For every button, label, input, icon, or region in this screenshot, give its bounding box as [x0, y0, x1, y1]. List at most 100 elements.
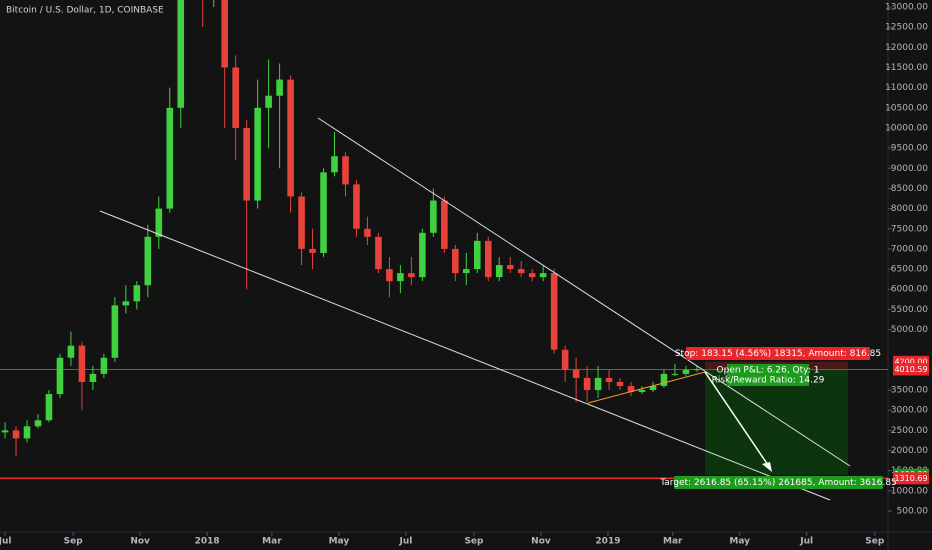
candle-body	[122, 301, 130, 306]
x-tick-label: 2019	[595, 537, 620, 547]
candle-body	[78, 345, 86, 382]
candle-body	[287, 79, 294, 197]
candle-body	[265, 95, 272, 108]
stop-label: Stop: 183.15 (4.56%) 18315, Amount: 816.…	[675, 349, 881, 359]
candle-body	[89, 373, 97, 382]
y-tick-label: 500.00	[897, 506, 929, 516]
x-tick-label: Mar	[663, 537, 683, 547]
candle-body	[594, 377, 602, 391]
candle-body	[638, 390, 646, 393]
candle-body	[144, 236, 152, 286]
candle-body	[34, 420, 42, 427]
candle-body	[462, 269, 470, 274]
y-tick-label: 5500.00	[891, 305, 928, 315]
candle-body	[484, 240, 492, 278]
y-tick-label: 12000.00	[885, 43, 928, 53]
candle-body	[342, 156, 349, 185]
candle-body	[408, 273, 415, 278]
y-tick-label: 2000.00	[891, 446, 928, 456]
candle-body	[155, 208, 163, 237]
candle-body	[473, 240, 481, 270]
candle-body	[23, 426, 31, 439]
x-tick-label: Sep	[64, 537, 84, 547]
y-tick-label: 8000.00	[891, 204, 928, 214]
candle-body	[364, 228, 371, 237]
candle-body	[506, 265, 514, 270]
candle-body	[353, 184, 360, 229]
x-tick-label: Nov	[531, 537, 551, 547]
candle-body	[12, 430, 20, 439]
candle-body	[276, 79, 283, 96]
candle-body	[693, 369, 701, 371]
y-tick-label: 10000.00	[885, 123, 928, 133]
candle-body	[298, 196, 305, 249]
trend-line	[317, 117, 851, 467]
y-tick-label: 11500.00	[885, 63, 928, 73]
candle-body	[583, 377, 591, 391]
candle-body	[430, 200, 437, 233]
x-tick-label: Jul	[799, 537, 813, 547]
candle-body	[528, 273, 536, 278]
candle-body	[133, 285, 141, 302]
candle-body	[682, 369, 690, 374]
candle-body	[605, 377, 613, 382]
x-tick-label: Jul	[398, 537, 412, 547]
candle-body	[232, 67, 239, 128]
y-tick-label: 9000.00	[891, 164, 928, 174]
candle-body	[386, 269, 393, 282]
y-tick-label: 6000.00	[891, 285, 928, 295]
y-tick-label: 2500.00	[891, 426, 928, 436]
candle-body	[561, 349, 569, 370]
y-tick-label: 11000.00	[885, 83, 928, 93]
candle-body	[111, 305, 119, 358]
candle-body	[320, 172, 327, 253]
x-tick-label: Sep	[464, 537, 484, 547]
candle-body	[441, 200, 448, 249]
pnl-box	[727, 364, 809, 386]
candle-body	[616, 381, 624, 387]
price-tag	[893, 472, 929, 485]
arrow-head	[762, 462, 772, 472]
y-tick-label: 13000.00	[885, 3, 928, 13]
candle-body	[539, 273, 547, 278]
target-label-box	[674, 476, 883, 489]
y-tick-label: 9500.00	[891, 144, 928, 154]
y-tick-label: 3500.00	[891, 386, 928, 396]
candle-body	[309, 248, 316, 253]
price-tag-label: 4010.59	[894, 365, 927, 374]
y-tick-label: 12500.00	[885, 23, 928, 33]
trend-line	[587, 371, 706, 404]
candle-body	[375, 236, 382, 270]
candle-body	[254, 107, 261, 201]
pnl-label: Open P&L: 6.26, Qty: 1	[717, 366, 820, 376]
candle-body	[671, 373, 679, 375]
x-tick-label: Sep	[865, 537, 885, 547]
x-tick-label: May	[729, 537, 750, 547]
y-tick-label: 10500.00	[885, 103, 928, 113]
y-tick-label: 7000.00	[891, 244, 928, 254]
y-tick-label: 5000.00	[891, 325, 928, 335]
price-tag-label: 1310.69	[894, 474, 927, 483]
arrow-line	[704, 371, 771, 469]
candle-body	[331, 156, 338, 173]
candle-body	[1, 430, 9, 433]
rr-label: Risk/Reward Ratio: 14.29	[712, 376, 825, 386]
y-tick-label: 7500.00	[891, 224, 928, 234]
price-tag	[893, 363, 929, 376]
candle-body	[45, 394, 53, 421]
x-tick-label: Nov	[130, 537, 150, 547]
candle-body	[100, 357, 108, 374]
stop-label-box	[686, 347, 870, 360]
candle-body	[56, 357, 64, 395]
x-tick-label: 2018	[195, 537, 220, 547]
candle-body	[243, 127, 250, 201]
y-tick-label: 1000.00	[891, 486, 928, 496]
x-tick-label: Jul	[0, 537, 11, 547]
candle-body	[177, 0, 185, 108]
candle-body	[221, 0, 228, 68]
candle-body	[495, 265, 503, 278]
candle-body	[452, 248, 459, 274]
trend-line	[99, 210, 831, 501]
candle-body	[419, 232, 426, 278]
